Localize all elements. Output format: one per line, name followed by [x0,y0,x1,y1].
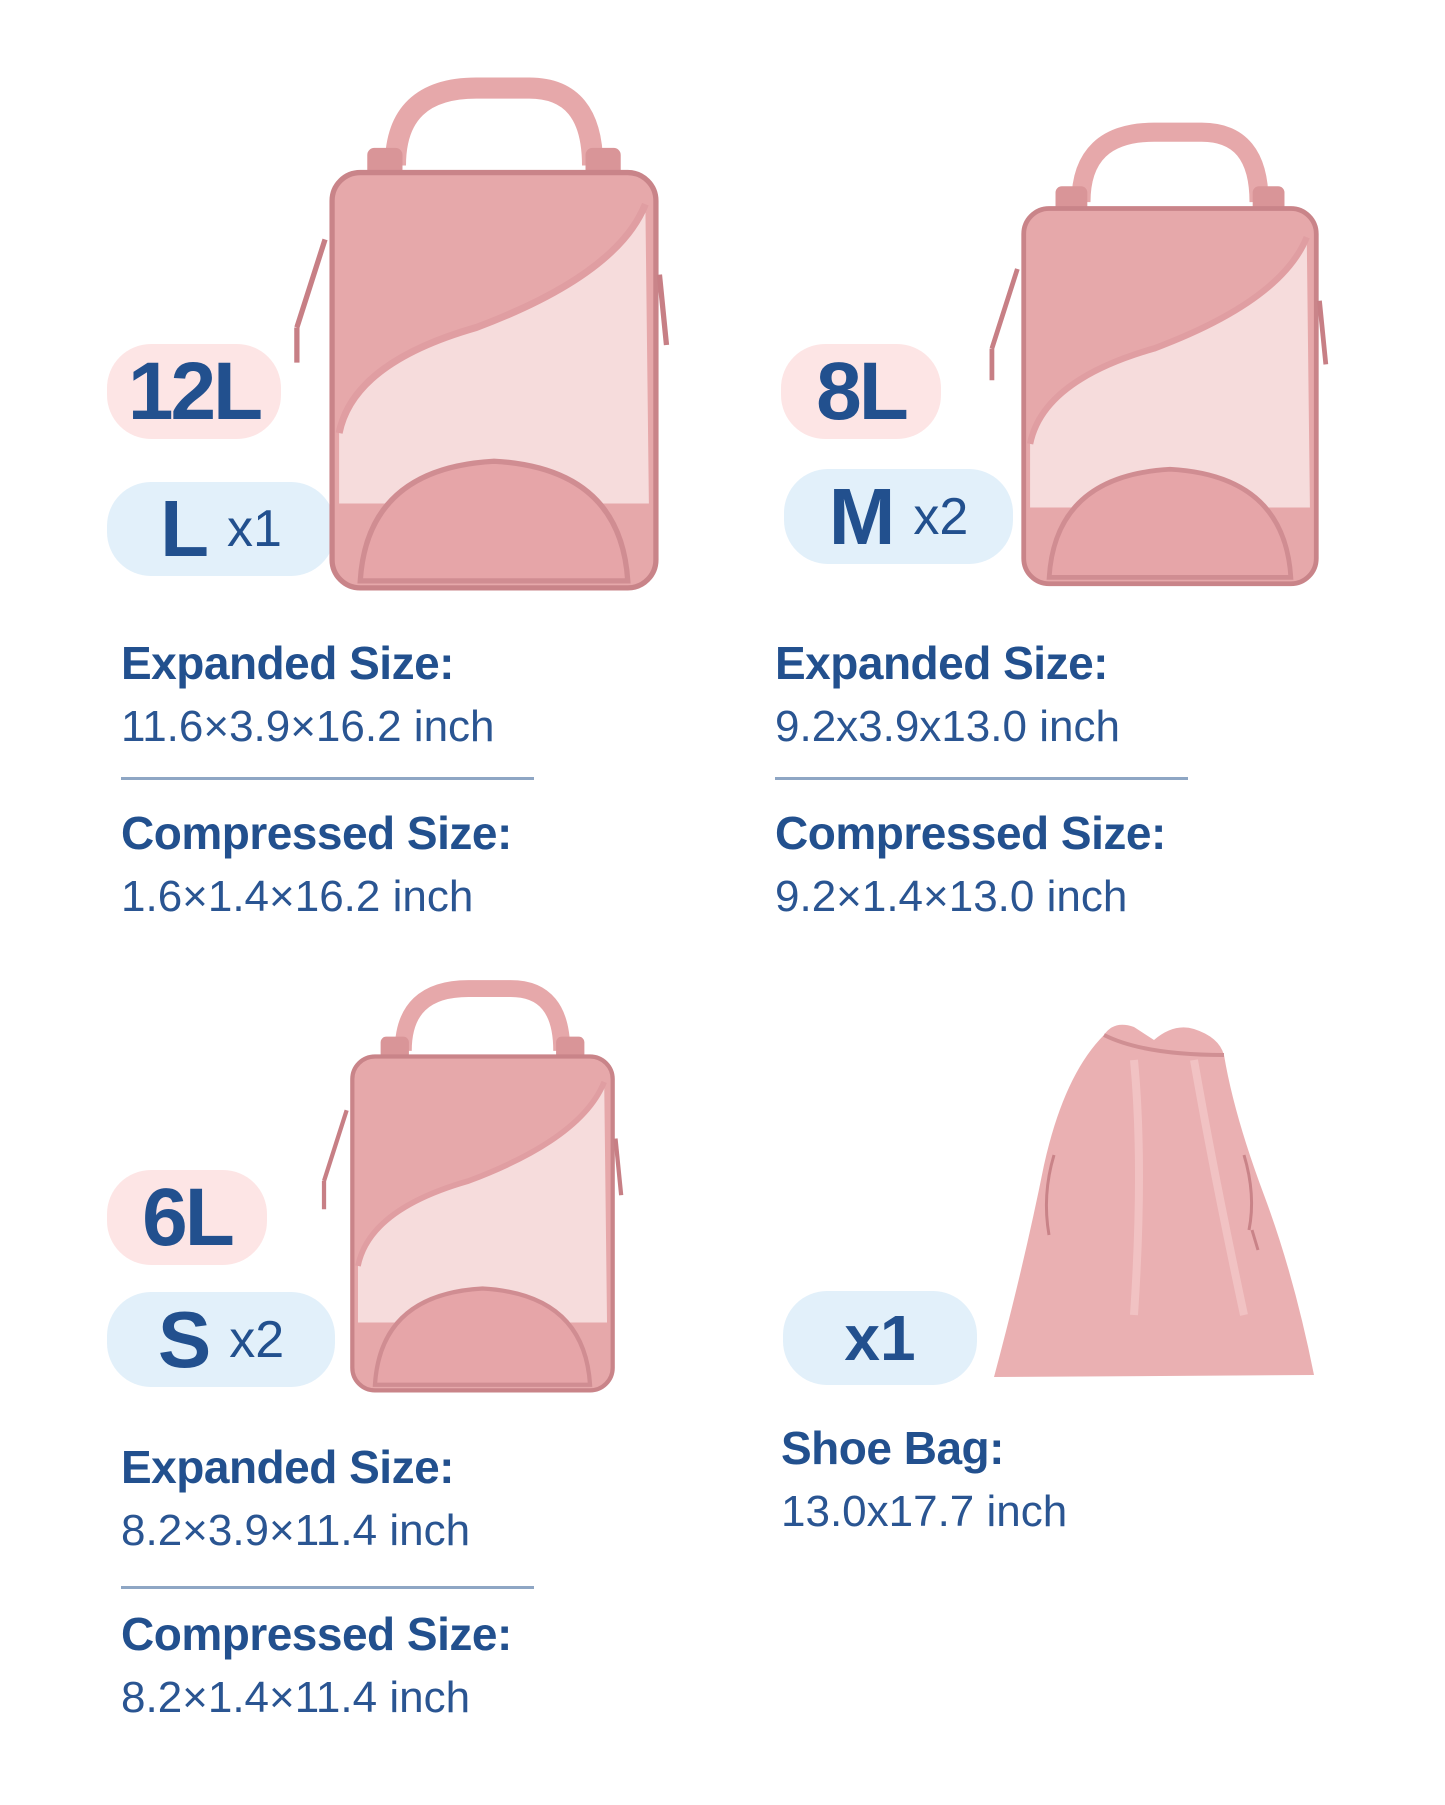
size-text: M [828,471,896,561]
size-text: L [160,484,209,573]
quantity-text: x1 [844,1302,916,1374]
capacity-text: 12L [127,345,263,437]
expanded-size-label: Expanded Size: [121,637,454,689]
compressed-size-label: Compressed Size: [121,1608,512,1660]
divider [121,1586,534,1589]
shoe-bag-label: Shoe Bag: [781,1422,1004,1474]
compressed-size-value: 8.2×1.4×11.4 inch [121,1673,471,1722]
expanded-size-value: 11.6×3.9×16.2 inch [121,702,495,751]
quantity-text: x2 [913,487,969,546]
capacity-text: 8L [816,345,909,437]
capacity-text: 6L [142,1171,235,1263]
compressed-size-value: 9.2×1.4×13.0 inch [775,872,1128,921]
shoe-bag-size-value: 13.0x17.7 inch [781,1487,1068,1536]
packing-cube-large-image [294,77,670,591]
divider [775,777,1188,780]
divider [121,777,534,780]
expanded-size-value: 8.2×3.9×11.4 inch [121,1506,471,1555]
packing-cube-small-image [321,980,624,1393]
expanded-size-value: 9.2x3.9x13.0 inch [775,702,1120,751]
quantity-text: x2 [229,1310,285,1369]
compressed-size-label: Compressed Size: [121,807,512,859]
expanded-size-label: Expanded Size: [121,1441,454,1493]
shoe-bag-image [994,1024,1314,1377]
quantity-text: x1 [226,500,282,558]
size-text: S [157,1294,212,1384]
capacity-badge-6l: 6L [107,1170,267,1265]
compressed-size-label: Compressed Size: [775,807,1166,859]
expanded-size-label: Expanded Size: [775,637,1108,689]
capacity-badge-12l: 12L [107,344,281,439]
capacity-badge-8l: 8L [781,344,941,439]
packing-cube-medium-image [989,122,1329,587]
quantity-badge-shoe-bag: x1 [783,1291,977,1385]
compressed-size-value: 1.6×1.4×16.2 inch [121,872,474,921]
